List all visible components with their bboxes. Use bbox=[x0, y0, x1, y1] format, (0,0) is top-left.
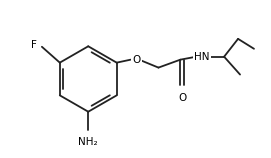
Text: O: O bbox=[178, 93, 186, 103]
Text: O: O bbox=[133, 55, 141, 65]
Text: HN: HN bbox=[195, 52, 210, 62]
Text: NH₂: NH₂ bbox=[78, 137, 98, 147]
Text: F: F bbox=[31, 40, 37, 50]
